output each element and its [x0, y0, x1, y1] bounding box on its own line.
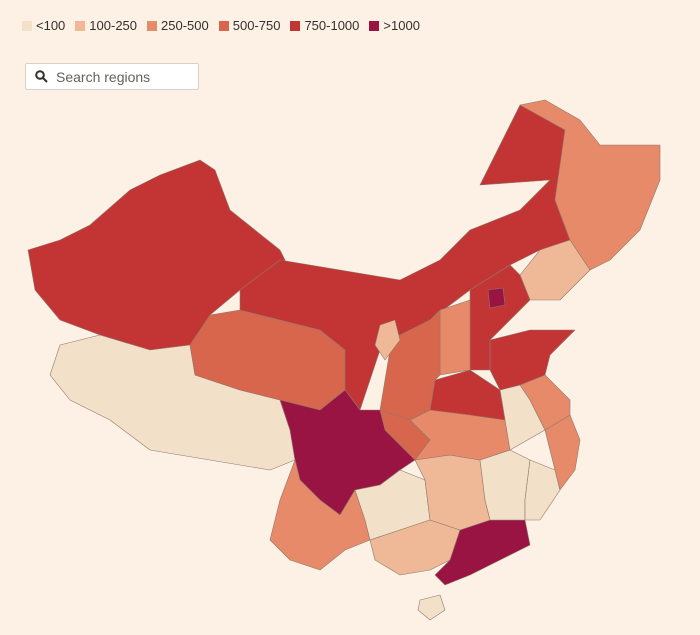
legend-swatch [290, 20, 301, 31]
legend-label: 750-1000 [304, 18, 360, 33]
region[interactable] [379, 409, 431, 461]
legend-item: 100-250 [75, 18, 137, 33]
search-placeholder: Search regions [56, 68, 151, 85]
legend-label: 100-250 [89, 18, 138, 33]
legend-label: <100 [36, 18, 66, 33]
legend-label: 250-500 [161, 18, 209, 33]
legend-item: <100 [22, 18, 65, 33]
legend-swatch [369, 20, 380, 31]
region[interactable] [379, 309, 441, 421]
region[interactable] [374, 319, 401, 361]
region[interactable] [519, 99, 661, 271]
legend-swatch [147, 20, 158, 31]
region[interactable] [27, 159, 291, 351]
legend: <100 100-250 250-500 500-750 750-1000 >1000 [22, 18, 420, 33]
legend-item: 250-500 [147, 18, 209, 33]
region[interactable] [417, 594, 446, 621]
region[interactable] [439, 299, 471, 376]
region[interactable] [479, 449, 531, 521]
legend-item: 500-750 [218, 18, 281, 33]
region[interactable] [489, 329, 576, 391]
legend-swatch [75, 20, 86, 31]
legend-swatch [22, 20, 32, 31]
legend-item: 750-1000 [290, 18, 359, 33]
legend-swatch [218, 20, 229, 31]
search-box[interactable]: Search regions [25, 63, 199, 90]
legend-item: >1000 [369, 18, 420, 33]
legend-label: 500-750 [232, 18, 281, 33]
search-icon [35, 70, 48, 83]
legend-label: >1000 [383, 18, 420, 33]
region[interactable] [487, 287, 506, 309]
